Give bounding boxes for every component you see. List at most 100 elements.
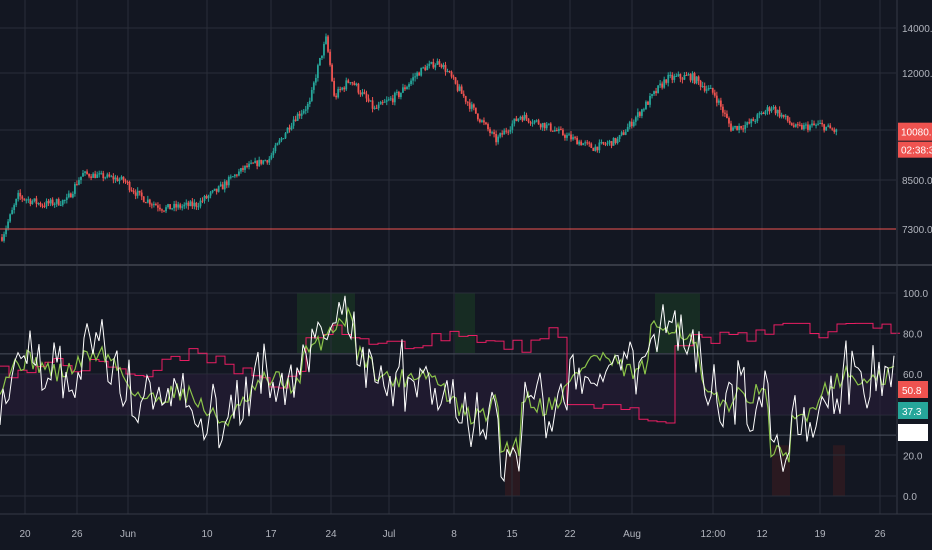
candle-body (460, 86, 463, 94)
candle-body (622, 132, 625, 135)
candle-body (294, 119, 297, 121)
candle-body (276, 143, 279, 146)
candle-body (258, 159, 261, 167)
candle-body (193, 202, 196, 207)
candle-body (497, 136, 500, 143)
candle-body (379, 102, 382, 105)
candle-body (768, 107, 771, 112)
candle-body (116, 177, 119, 182)
candle-body (596, 146, 599, 151)
neutral-band (0, 374, 896, 415)
overbought-zone (455, 293, 475, 353)
candle-body (638, 112, 641, 116)
candle-body (657, 85, 659, 94)
price-tick-label: 14000.0 (902, 24, 932, 35)
candle-body (120, 176, 123, 180)
candle-body (306, 103, 309, 110)
candle-body (770, 108, 773, 112)
candle-body (246, 165, 248, 168)
candle-body (100, 173, 103, 175)
candle-body (570, 134, 572, 140)
candle-body (262, 160, 265, 164)
candle-body (740, 125, 743, 129)
candle-body (576, 137, 578, 145)
candle-body (578, 141, 581, 145)
candle-body (331, 64, 333, 81)
candle-body (762, 112, 765, 114)
candle-body (630, 121, 633, 127)
candle-body (238, 171, 240, 176)
candle-body (402, 87, 404, 93)
candle-body (369, 100, 372, 102)
oscillator-green-line (0, 306, 895, 463)
candle-body (527, 118, 530, 122)
time-axis: 20 26 Jun 10 17 24 Jul 8 15 22 Aug 12:00 12 19 26 (19, 529, 886, 540)
candle-body (606, 142, 609, 145)
candle-body (98, 173, 101, 175)
candle-body (549, 123, 552, 131)
candle-body (758, 113, 761, 115)
candle-body (661, 83, 664, 88)
candle-body (470, 104, 473, 109)
candle-body (653, 91, 655, 95)
candle-body (148, 199, 151, 205)
candle-body (96, 174, 99, 178)
candle-body (683, 74, 686, 80)
candle-body (302, 110, 305, 114)
candle-body (59, 204, 62, 206)
candle-body (553, 129, 556, 132)
candle-body (525, 114, 528, 119)
candle-body (448, 71, 451, 73)
time-axis-label: 15 (506, 529, 518, 540)
candle-body (454, 77, 457, 84)
time-axis-label: Aug (623, 529, 641, 540)
candle-body (628, 121, 631, 128)
candle-body (493, 132, 495, 135)
candle-body (764, 111, 767, 114)
candle-body (189, 201, 192, 207)
candle-body (655, 91, 657, 94)
candle-body (39, 203, 42, 206)
candle-body (381, 102, 384, 104)
candle-body (377, 104, 380, 109)
candle-body (118, 179, 121, 182)
candle-body (489, 129, 491, 133)
candle-body (15, 198, 18, 206)
candle-body (582, 143, 585, 146)
candle-body (574, 137, 576, 139)
candle-body (416, 72, 419, 77)
candle-body (345, 80, 348, 90)
candle-body (794, 124, 797, 127)
candle-body (566, 135, 568, 138)
candle-body (746, 122, 749, 126)
candle-body (161, 209, 163, 211)
candle-body (687, 74, 690, 76)
candle-body (780, 114, 783, 117)
oscillator-red-line (0, 322, 900, 424)
candle-body (476, 113, 479, 120)
candle-body (831, 128, 834, 130)
candle-body (734, 125, 736, 128)
candle-body (681, 78, 684, 80)
candle-body (626, 127, 629, 132)
candle-body (92, 173, 95, 178)
candle-body (446, 71, 449, 73)
candle-body (159, 207, 161, 210)
candle-body (165, 207, 167, 212)
candle-body (442, 64, 445, 68)
candle-body (17, 192, 20, 199)
candle-body (296, 113, 299, 121)
candle-body (308, 100, 311, 104)
candle-body (776, 109, 779, 114)
candle-body (835, 129, 838, 132)
candle-body (157, 205, 159, 208)
candle-body (715, 95, 718, 103)
candle-body (128, 181, 131, 191)
candle-body (634, 117, 637, 122)
candle-body (722, 106, 724, 113)
candle-body (707, 87, 710, 90)
oscillator-tick-label: 0.0 (903, 492, 917, 503)
candle-body (13, 205, 16, 211)
